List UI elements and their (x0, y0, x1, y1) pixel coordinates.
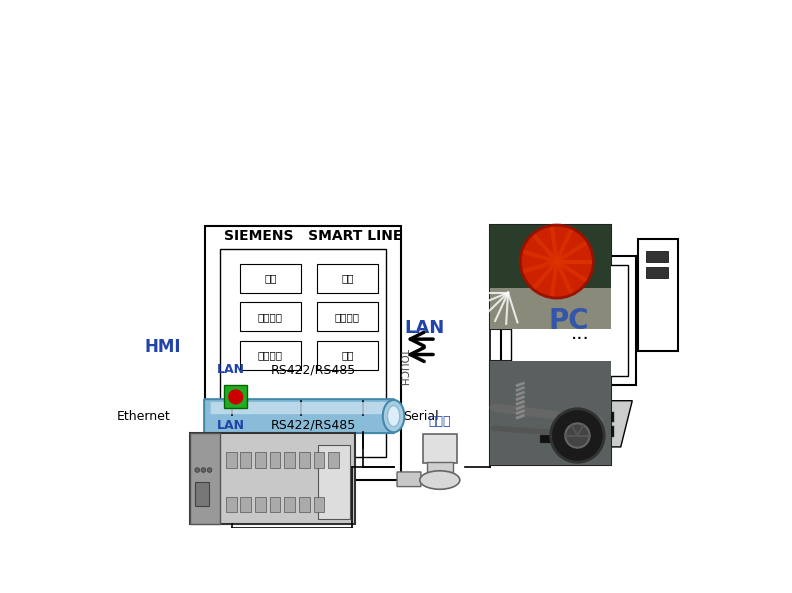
FancyBboxPatch shape (646, 267, 668, 278)
FancyBboxPatch shape (489, 225, 611, 329)
Text: 后门开启: 后门开启 (335, 312, 360, 322)
FancyBboxPatch shape (553, 426, 560, 437)
FancyBboxPatch shape (489, 225, 611, 288)
FancyBboxPatch shape (489, 361, 611, 465)
FancyBboxPatch shape (397, 472, 421, 487)
Text: 噴雾: 噴雾 (341, 350, 354, 361)
FancyBboxPatch shape (535, 426, 542, 437)
Circle shape (229, 390, 242, 404)
FancyBboxPatch shape (318, 445, 350, 518)
Circle shape (201, 468, 206, 473)
Text: LAN: LAN (216, 419, 245, 432)
Text: PC: PC (548, 307, 588, 334)
FancyBboxPatch shape (638, 239, 679, 350)
Text: ...: ... (570, 324, 589, 343)
Ellipse shape (387, 406, 400, 426)
FancyBboxPatch shape (599, 412, 605, 422)
FancyBboxPatch shape (581, 412, 587, 422)
FancyBboxPatch shape (317, 302, 379, 331)
FancyBboxPatch shape (526, 412, 532, 422)
FancyBboxPatch shape (544, 412, 550, 422)
Circle shape (550, 409, 604, 463)
Text: 左扫: 左扫 (264, 273, 276, 283)
FancyBboxPatch shape (562, 426, 569, 437)
FancyBboxPatch shape (544, 426, 550, 437)
FancyBboxPatch shape (607, 412, 614, 422)
FancyBboxPatch shape (427, 461, 453, 473)
FancyBboxPatch shape (526, 426, 532, 437)
Ellipse shape (420, 471, 460, 489)
Polygon shape (497, 401, 632, 447)
FancyBboxPatch shape (317, 340, 379, 370)
FancyBboxPatch shape (284, 452, 295, 468)
FancyBboxPatch shape (211, 402, 388, 414)
FancyBboxPatch shape (423, 434, 457, 463)
FancyBboxPatch shape (240, 452, 251, 468)
FancyBboxPatch shape (205, 226, 402, 480)
FancyBboxPatch shape (239, 264, 301, 293)
FancyBboxPatch shape (589, 426, 596, 437)
FancyBboxPatch shape (516, 426, 524, 437)
Text: Serial: Serial (403, 410, 439, 423)
Text: 右扫: 右扫 (341, 273, 354, 283)
FancyBboxPatch shape (204, 399, 394, 433)
Circle shape (520, 225, 593, 298)
FancyBboxPatch shape (189, 433, 355, 524)
FancyBboxPatch shape (317, 264, 379, 293)
FancyBboxPatch shape (255, 497, 266, 512)
FancyBboxPatch shape (239, 302, 301, 331)
Text: LAN: LAN (404, 318, 444, 337)
FancyBboxPatch shape (571, 426, 578, 437)
FancyBboxPatch shape (607, 426, 614, 437)
Text: LAN: LAN (216, 363, 245, 376)
FancyBboxPatch shape (328, 452, 339, 468)
FancyBboxPatch shape (314, 497, 324, 512)
FancyBboxPatch shape (646, 251, 668, 262)
Text: TOUCH: TOUCH (398, 347, 408, 385)
FancyBboxPatch shape (226, 497, 237, 512)
FancyBboxPatch shape (195, 482, 209, 506)
Text: RS422/RS485: RS422/RS485 (270, 419, 356, 432)
FancyBboxPatch shape (511, 265, 627, 376)
FancyBboxPatch shape (571, 412, 578, 422)
Text: RS422/RS485: RS422/RS485 (270, 363, 356, 376)
Text: 电磁阀: 电磁阀 (428, 415, 451, 428)
Text: Ethernet: Ethernet (116, 410, 170, 423)
FancyBboxPatch shape (269, 452, 280, 468)
FancyBboxPatch shape (189, 433, 220, 524)
FancyBboxPatch shape (581, 426, 587, 437)
FancyBboxPatch shape (553, 412, 560, 422)
FancyBboxPatch shape (589, 412, 596, 422)
FancyBboxPatch shape (220, 249, 386, 457)
Text: 扫盘噴水: 扫盘噴水 (258, 350, 283, 361)
FancyBboxPatch shape (239, 340, 301, 370)
FancyBboxPatch shape (489, 288, 611, 329)
Ellipse shape (383, 400, 405, 432)
FancyBboxPatch shape (299, 452, 310, 468)
Text: 垃圾倒倒: 垃圾倒倒 (258, 312, 283, 322)
FancyBboxPatch shape (540, 435, 586, 443)
Circle shape (565, 423, 589, 448)
FancyBboxPatch shape (255, 452, 266, 468)
FancyBboxPatch shape (501, 256, 636, 385)
Text: SIEMENS   SMART LINE: SIEMENS SMART LINE (224, 229, 402, 243)
Text: HMI: HMI (144, 338, 181, 356)
FancyBboxPatch shape (224, 385, 247, 409)
FancyBboxPatch shape (269, 497, 280, 512)
FancyBboxPatch shape (535, 412, 542, 422)
FancyBboxPatch shape (226, 452, 237, 468)
FancyBboxPatch shape (314, 452, 324, 468)
Circle shape (195, 468, 200, 473)
FancyBboxPatch shape (516, 412, 524, 422)
Circle shape (208, 468, 212, 473)
FancyBboxPatch shape (599, 426, 605, 437)
FancyBboxPatch shape (562, 412, 569, 422)
FancyBboxPatch shape (299, 497, 310, 512)
FancyBboxPatch shape (489, 361, 611, 465)
FancyBboxPatch shape (240, 497, 251, 512)
FancyBboxPatch shape (284, 497, 295, 512)
